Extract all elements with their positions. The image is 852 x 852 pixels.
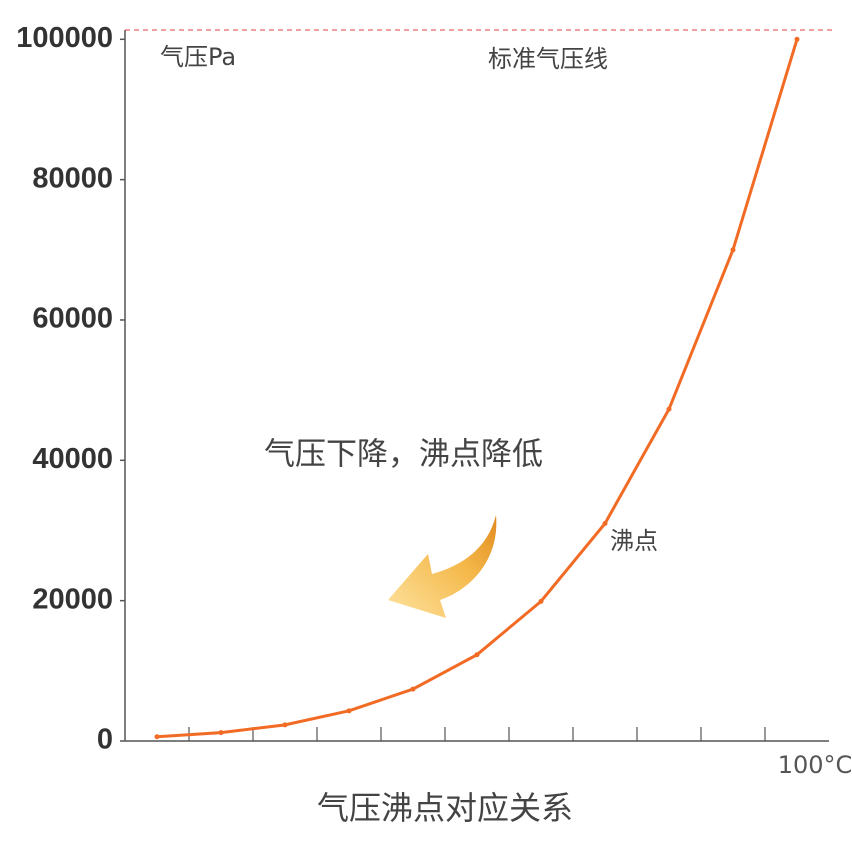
y-tick-label: 100000 (16, 22, 113, 54)
y-axis-label: 气压Pa (160, 43, 236, 71)
point (410, 686, 416, 692)
point (218, 730, 224, 736)
point (666, 406, 672, 412)
point (602, 520, 608, 526)
point (794, 36, 800, 42)
arrow-text: 气压下降，沸点降低 (264, 437, 543, 473)
point (730, 247, 736, 253)
reference-label: 标准气压线 (488, 45, 608, 73)
y-tick-label: 0 (97, 724, 113, 756)
y-tick-label: 20000 (32, 583, 113, 615)
point (346, 708, 352, 714)
y-tick-label: 60000 (32, 303, 113, 335)
point (282, 722, 288, 728)
y-tick-label: 40000 (32, 443, 113, 475)
line (156, 38, 799, 739)
x-end-label: 100°C (778, 751, 852, 779)
curve-label: 沸点 (610, 527, 658, 555)
point (538, 598, 544, 604)
point (154, 734, 160, 740)
y-tick-label: 80000 (32, 162, 113, 194)
chart-title: 气压沸点对应关系 (317, 789, 573, 827)
arrow (388, 515, 497, 618)
point (474, 652, 480, 658)
